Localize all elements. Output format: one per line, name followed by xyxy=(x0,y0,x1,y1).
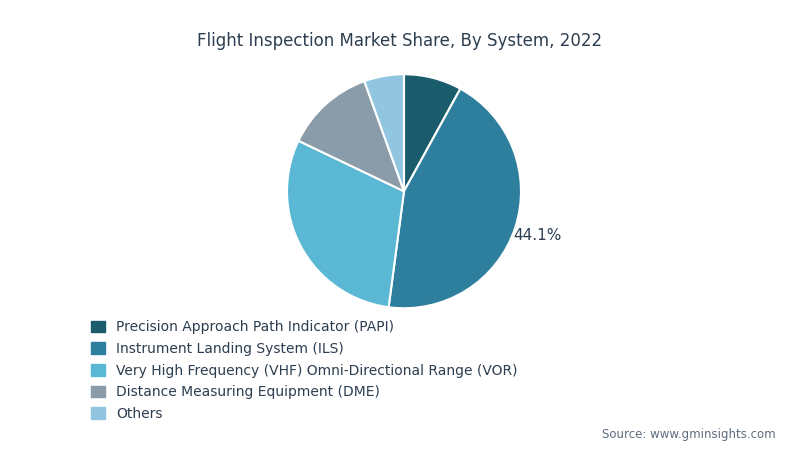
Wedge shape xyxy=(298,81,404,191)
Wedge shape xyxy=(287,141,404,307)
Wedge shape xyxy=(389,89,521,308)
Wedge shape xyxy=(404,74,460,191)
Text: Flight Inspection Market Share, By System, 2022: Flight Inspection Market Share, By Syste… xyxy=(198,32,602,50)
Text: Source: www.gminsights.com: Source: www.gminsights.com xyxy=(602,428,776,441)
Wedge shape xyxy=(364,74,404,191)
Legend: Precision Approach Path Indicator (PAPI), Instrument Landing System (ILS), Very : Precision Approach Path Indicator (PAPI)… xyxy=(87,316,522,425)
Text: 44.1%: 44.1% xyxy=(514,228,562,243)
